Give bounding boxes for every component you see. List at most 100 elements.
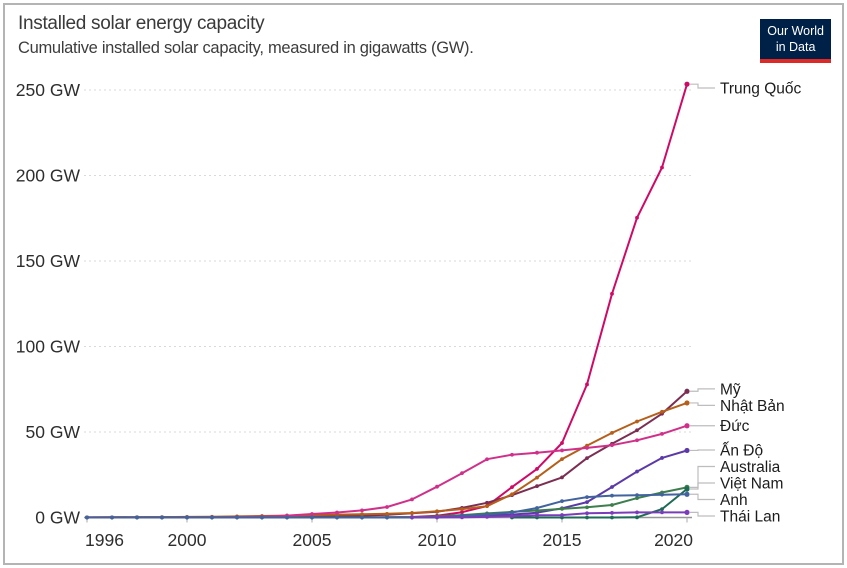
data-point: [185, 515, 189, 520]
data-point: [610, 430, 614, 435]
entity-label-Trung Quốc[interactable]: Trung Quốc: [720, 81, 802, 98]
series-line-Mỹ[interactable]: [86, 390, 688, 519]
data-point: [160, 515, 164, 520]
data-point: [635, 493, 639, 498]
data-point: [460, 507, 464, 512]
series-endpoint: [684, 509, 690, 516]
data-point: [485, 457, 489, 462]
data-point: [560, 506, 564, 511]
label-connector: [690, 482, 715, 490]
data-point: [660, 165, 664, 170]
data-point: [585, 382, 589, 387]
data-point: [560, 499, 564, 504]
x-axis-tick-label: 2015: [543, 530, 582, 550]
data-point: [610, 485, 614, 489]
data-point: [660, 492, 664, 497]
data-point: [410, 511, 414, 515]
data-point: [585, 511, 589, 516]
entity-label-Anh[interactable]: Anh: [720, 492, 748, 509]
y-axis-tick-label: 200 GW: [16, 166, 81, 186]
data-point: [385, 515, 389, 520]
x-axis-tick-label: 1996: [85, 530, 124, 550]
data-point: [585, 500, 589, 504]
owid-logo-line2: in Data: [775, 39, 816, 54]
data-point: [485, 500, 489, 505]
series-line-Thái Lan[interactable]: [411, 511, 688, 519]
data-point: [560, 448, 564, 453]
data-point: [635, 215, 639, 220]
data-point: [460, 471, 464, 476]
series-line-Việt Nam[interactable]: [511, 488, 688, 519]
label-connector: [690, 465, 715, 488]
data-point: [635, 438, 639, 443]
x-axis-tick-label: 2005: [293, 530, 332, 550]
data-point: [585, 505, 589, 510]
data-point: [235, 515, 239, 520]
data-point: [260, 515, 264, 520]
owid-logo: Our World in Data: [760, 19, 831, 64]
data-point: [585, 495, 589, 499]
data-point: [510, 510, 514, 515]
data-point: [535, 450, 539, 455]
x-axis-tick-label: 2010: [418, 530, 457, 550]
data-point: [560, 513, 564, 517]
data-point: [635, 496, 639, 501]
data-point: [510, 452, 514, 457]
data-point: [660, 510, 664, 515]
data-point: [385, 505, 389, 509]
data-point: [610, 291, 614, 296]
label-connector: [690, 83, 715, 89]
y-axis-tick-label: 0 GW: [35, 508, 80, 528]
chart-title: Installed solar energy capacity: [18, 13, 265, 34]
data-point: [535, 513, 539, 518]
data-point: [610, 443, 614, 448]
entity-label-Nhật Bản[interactable]: Nhật Bản: [720, 398, 785, 415]
data-point: [660, 456, 664, 460]
series-endpoint: [684, 447, 690, 454]
series-endpoint: [684, 491, 690, 497]
data-point: [485, 504, 489, 509]
data-point: [535, 506, 539, 510]
data-point: [535, 475, 539, 480]
entity-label-Mỹ[interactable]: Mỹ: [720, 381, 741, 398]
data-point: [360, 515, 364, 520]
data-point: [310, 512, 314, 516]
data-point: [535, 467, 539, 471]
y-axis-tick-label: 100 GW: [16, 337, 81, 357]
x-axis-tick-label: 2020: [654, 530, 693, 550]
series-endpoint: [684, 81, 690, 87]
entity-label-Đức[interactable]: Đức: [720, 418, 750, 435]
data-point: [135, 515, 139, 520]
data-point: [510, 514, 514, 518]
y-axis-tick-label: 50 GW: [26, 422, 81, 442]
data-point: [310, 515, 314, 520]
series-endpoint: [684, 400, 690, 406]
data-point: [610, 493, 614, 498]
label-connector: [690, 511, 715, 517]
data-point: [410, 515, 414, 520]
y-axis-tick-label: 150 GW: [16, 251, 81, 271]
data-point: [585, 446, 589, 450]
data-point: [285, 515, 289, 520]
data-point: [360, 512, 364, 517]
data-point: [435, 509, 439, 514]
owid-logo-line1: Our World: [767, 24, 824, 38]
data-point: [335, 515, 339, 520]
data-point: [660, 409, 664, 414]
data-point: [660, 507, 664, 512]
data-point: [635, 419, 639, 424]
series-endpoint: [684, 423, 690, 429]
data-point: [660, 431, 664, 436]
data-point: [85, 515, 89, 520]
label-connector: [690, 493, 715, 501]
series-endpoint: [684, 388, 690, 394]
data-point: [360, 508, 364, 513]
data-point: [610, 503, 614, 507]
entity-label-Ấn Độ[interactable]: Ấn Độ: [720, 443, 763, 460]
data-point: [560, 457, 564, 462]
entity-label-Việt Nam[interactable]: Việt Nam: [720, 476, 783, 493]
series-line-Nhật Bản[interactable]: [86, 401, 688, 519]
entity-label-Australia[interactable]: Australia: [720, 459, 781, 476]
data-point: [585, 515, 589, 520]
entity-label-Thái Lan[interactable]: Thái Lan: [720, 509, 780, 526]
